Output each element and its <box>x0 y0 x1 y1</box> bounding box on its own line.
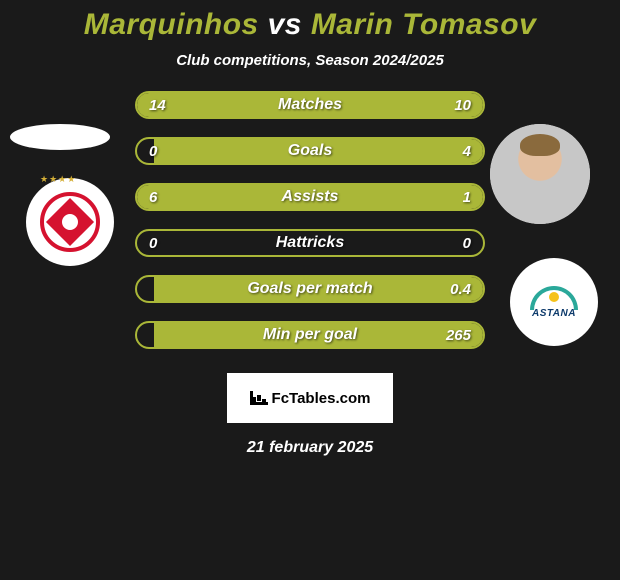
stat-value-right: 265 <box>446 323 471 347</box>
stat-row-hattricks: 0 Hattricks 0 <box>135 229 485 257</box>
player2-club-badge: ASTANA <box>510 258 598 346</box>
footer-site-label: FcTables.com <box>272 390 371 407</box>
stat-row-goals: 0 Goals 4 <box>135 137 485 165</box>
footer-date: 21 february 2025 <box>247 439 373 457</box>
stat-label: Matches <box>137 93 483 117</box>
stat-row-gpm: Goals per match 0.4 <box>135 275 485 303</box>
title-player2: Marin Tomasov <box>311 8 536 41</box>
title-player1: Marquinhos <box>84 8 259 41</box>
club-badge-text: ASTANA <box>532 308 576 319</box>
stat-value-right: 1 <box>463 185 471 209</box>
stat-value-right: 10 <box>454 93 471 117</box>
footer-site: FcTables.com <box>227 373 393 423</box>
subtitle: Club competitions, Season 2024/2025 <box>176 52 444 69</box>
stat-row-matches: 14 Matches 10 <box>135 91 485 119</box>
title-vs: vs <box>268 8 302 41</box>
stat-value-right: 0.4 <box>450 277 471 301</box>
stat-label: Goals per match <box>137 277 483 301</box>
club-badge-icon: ASTANA <box>519 267 589 337</box>
stat-label: Hattricks <box>137 231 483 255</box>
player1-avatar <box>10 124 110 150</box>
avatar-icon <box>490 124 590 224</box>
stat-label: Min per goal <box>137 323 483 347</box>
stat-value-right: 4 <box>463 139 471 163</box>
stat-label: Goals <box>137 139 483 163</box>
stat-label: Assists <box>137 185 483 209</box>
club-badge-icon <box>40 192 100 252</box>
page-title: Marquinhos vs Marin Tomasov <box>84 8 537 42</box>
stat-row-assists: 6 Assists 1 <box>135 183 485 211</box>
player2-avatar <box>490 124 590 224</box>
bar-chart-icon <box>250 391 268 405</box>
player1-club-badge: ★★★★ <box>26 178 114 266</box>
stat-value-right: 0 <box>463 231 471 255</box>
stat-row-mpg: Min per goal 265 <box>135 321 485 349</box>
stars-icon: ★★★★ <box>40 174 76 185</box>
